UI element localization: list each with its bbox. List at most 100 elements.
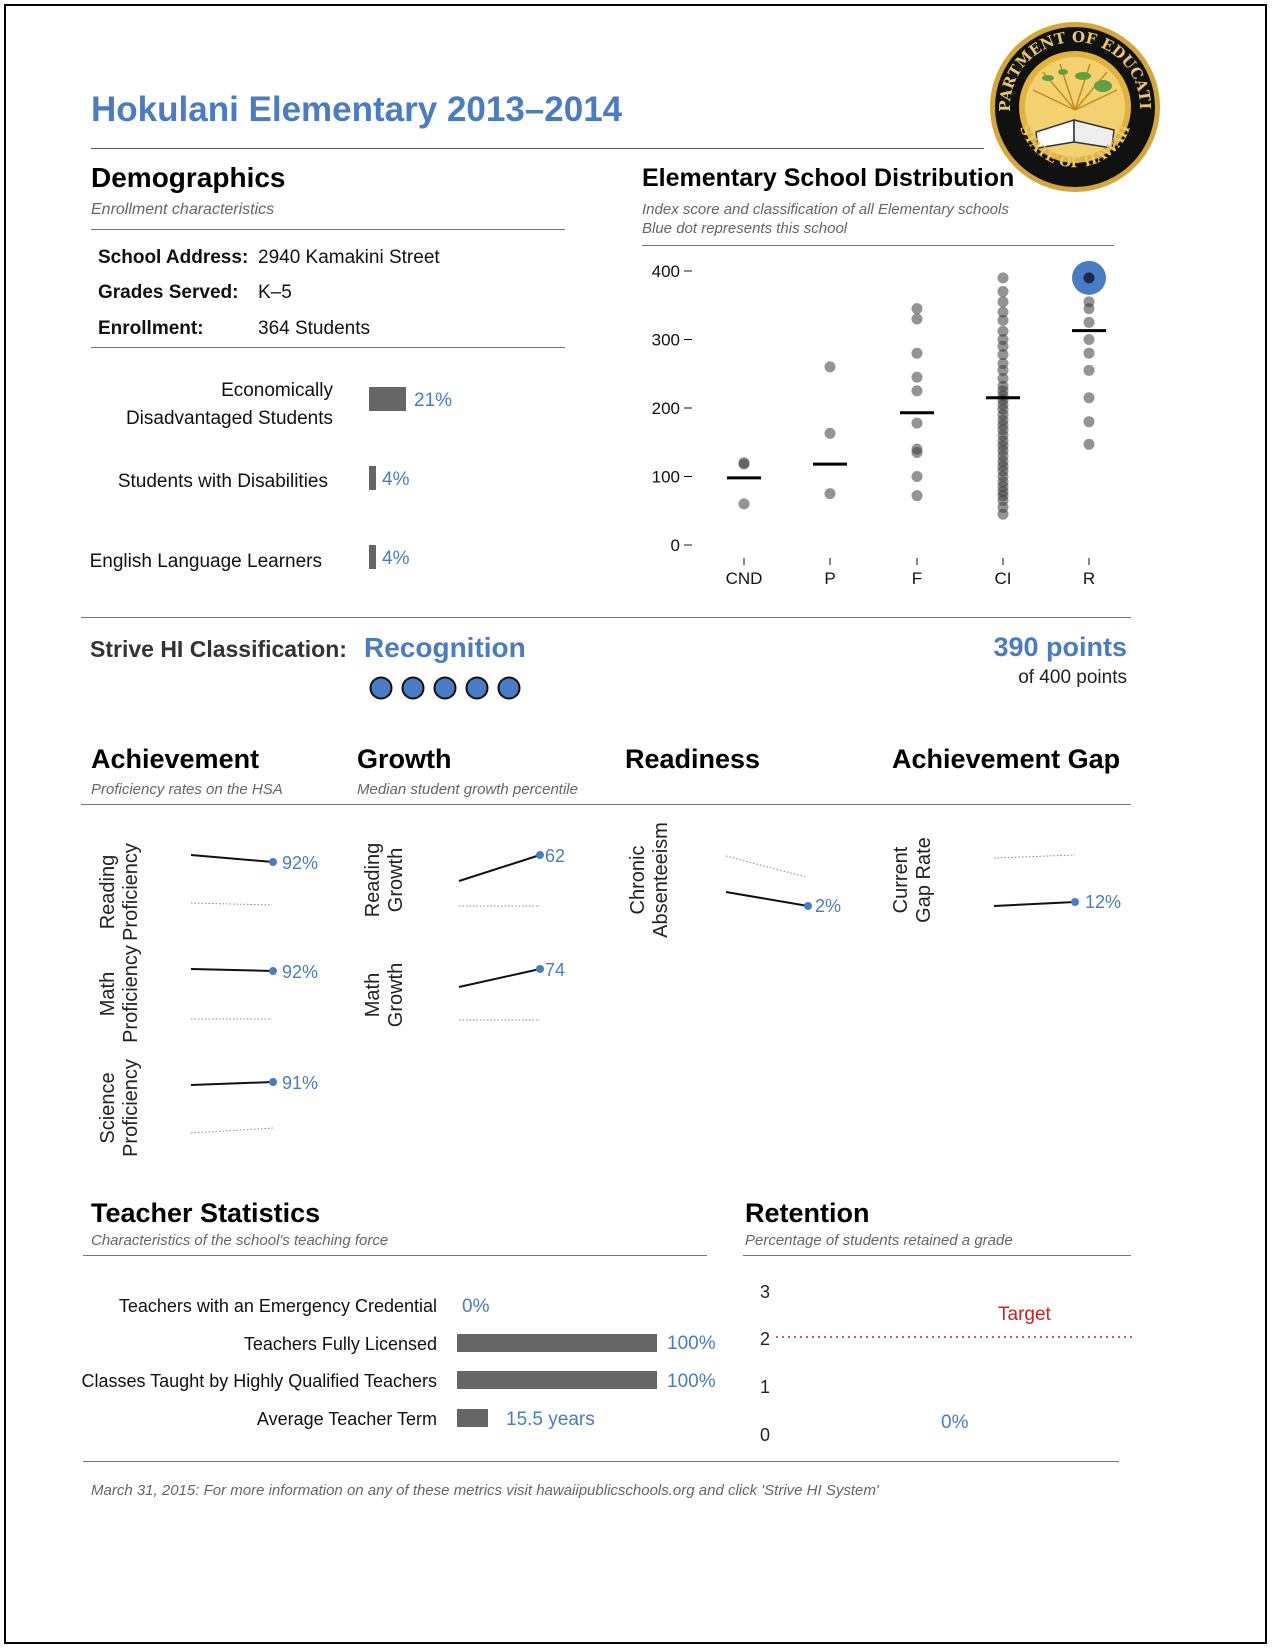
avg-teacher-term-bar — [457, 1409, 488, 1427]
school-point — [1083, 334, 1095, 345]
demographics-heading: Demographics — [91, 162, 286, 193]
section-rule-1 — [81, 617, 1131, 618]
ell-bar — [369, 545, 376, 569]
department-seal-logo: DEPARTMENT OF EDUCATION STATE OF HAWAII — [981, 6, 1160, 192]
school-point — [997, 349, 1009, 361]
absenteeism-line — [725, 891, 809, 907]
teacher-stats-subtitle: Characteristics of the school's teaching… — [91, 1232, 389, 1249]
classification-dot — [369, 676, 393, 700]
points-value: 390 points — [993, 632, 1127, 662]
science-proficiency-point — [269, 1078, 277, 1086]
points-of: of 400 points — [1018, 667, 1127, 688]
classification-dot — [465, 676, 489, 700]
reading-proficiency-value: 92% — [282, 853, 319, 873]
disabilities-value: 4% — [382, 469, 410, 490]
econ-disadvantaged-value: 21% — [414, 390, 453, 411]
address-label: School Address: — [98, 247, 249, 268]
emergency-credential-value: 0% — [462, 1296, 490, 1317]
absenteeism-point — [804, 902, 812, 910]
school-point — [997, 373, 1009, 385]
gap-rate-value: 12% — [1085, 892, 1122, 912]
school-point — [911, 447, 923, 459]
classification-label: Strive HI Classification: — [90, 636, 347, 662]
achievement-gap-heading: Achievement Gap — [892, 744, 1121, 774]
school-point — [911, 313, 923, 325]
school-point — [824, 427, 836, 439]
highly-qualified-label: Classes Taught by Highly Qualified Teach… — [81, 1371, 437, 1391]
disabilities-bar — [369, 466, 376, 490]
econ-label-line2: Disadvantaged Students — [125, 408, 333, 429]
fully-licensed-bar — [457, 1334, 657, 1352]
math-growth-value: 74 — [545, 960, 566, 980]
math-proficiency-value: 92% — [282, 962, 319, 982]
math-growth-line — [458, 968, 541, 988]
math-proficiency-line — [190, 968, 274, 972]
retention-rule — [743, 1255, 1131, 1256]
fully-licensed-label: Teachers Fully Licensed — [243, 1334, 437, 1354]
school-point — [1083, 416, 1095, 428]
school-point — [997, 325, 1009, 337]
page-frame — [4, 4, 1267, 1644]
gap-rate-target — [993, 854, 1076, 859]
econ-label-line1: Economically — [221, 380, 333, 401]
distribution-rule — [642, 245, 1114, 246]
distribution-heading: Elementary School Distribution — [642, 164, 1015, 192]
enrollment-value: 364 Students — [258, 318, 370, 339]
school-point — [911, 303, 923, 315]
emergency-credential-label: Teachers with an Emergency Credential — [118, 1296, 437, 1316]
y-tick-label: 300 — [652, 331, 680, 350]
distribution-subtitle-1: Index score and classification of all El… — [642, 201, 1009, 218]
classification-dot — [497, 676, 521, 700]
retention-heading: Retention — [745, 1198, 870, 1228]
fully-licensed-value: 100% — [667, 1333, 716, 1354]
school-point — [997, 272, 1009, 284]
title-rule — [91, 148, 984, 149]
classification-value: Recognition — [364, 632, 526, 663]
disabilities-label: Students with Disabilities — [117, 471, 328, 492]
x-tick-label-cnd: CND — [726, 569, 763, 588]
x-tick-label-r: R — [1083, 569, 1095, 588]
school-point — [1083, 303, 1095, 315]
y-tick-label: 200 — [652, 399, 680, 418]
retention-tick-0: 0 — [760, 1425, 771, 1445]
ell-label: English Language Learners — [89, 551, 322, 572]
school-point — [824, 488, 836, 500]
econ-disadvantaged-bar — [369, 387, 406, 411]
distribution-subtitle-2: Blue dot represents this school — [642, 220, 848, 237]
school-point — [1083, 438, 1095, 450]
school-point — [1083, 392, 1095, 404]
retention-tick-3: 3 — [760, 1282, 771, 1302]
highly-qualified-bar — [457, 1371, 657, 1389]
reading-growth-point — [536, 851, 544, 859]
classification-dot — [401, 676, 425, 700]
avg-teacher-term-label: Average Teacher Term — [256, 1409, 437, 1429]
school-point — [911, 385, 923, 397]
retention-target-line-svg — [776, 1336, 1134, 1338]
growth-heading: Growth — [357, 744, 452, 774]
reading-growth-line — [458, 854, 541, 882]
retention-subtitle: Percentage of students retained a grade — [745, 1232, 1013, 1249]
classification-dot — [433, 676, 457, 700]
growth-subtitle: Median student growth percentile — [357, 781, 578, 798]
school-point — [911, 371, 923, 383]
retention-tick-1: 1 — [760, 1377, 771, 1397]
gap-rate-point — [1071, 898, 1079, 906]
reading-growth-value: 62 — [545, 846, 566, 866]
classification-dots — [369, 676, 521, 700]
school-point — [738, 458, 750, 470]
gap-rate-line — [993, 901, 1076, 907]
school-point — [911, 490, 923, 502]
math-growth-point — [536, 965, 544, 973]
enrollment-rule — [91, 347, 565, 348]
school-point — [1083, 364, 1095, 376]
teacher-stats-rule — [83, 1255, 707, 1256]
econ-disadvantaged-label: Economically Disadvantaged Students — [60, 377, 333, 433]
x-tick-label-f: F — [912, 569, 922, 588]
school-point — [997, 340, 1009, 352]
enrollment-label: Enrollment: — [98, 318, 204, 339]
retention-target-label: Target — [998, 1304, 1051, 1325]
readiness-heading: Readiness — [625, 744, 761, 774]
school-point — [911, 417, 923, 429]
demographics-rule — [91, 229, 565, 230]
address-value: 2940 Kamakini Street — [258, 247, 440, 268]
